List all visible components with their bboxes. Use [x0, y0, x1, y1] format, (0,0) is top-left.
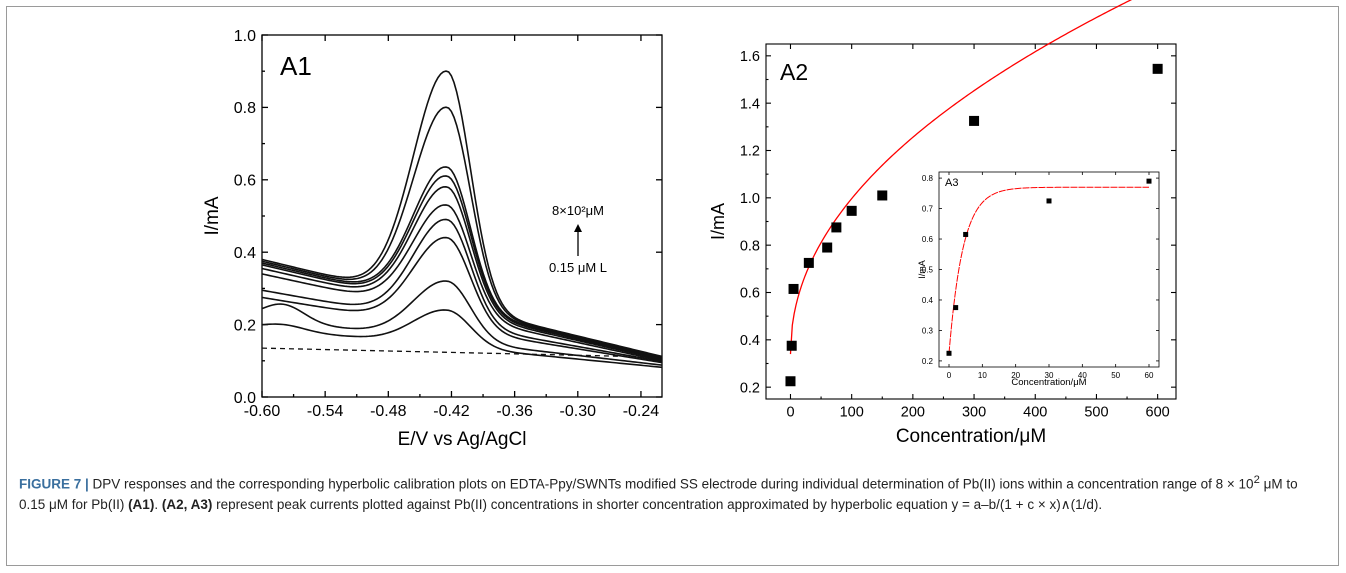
panel-a1: -0.60 -0.54 -0.48 -0.42 -0.36 -0.30 -0.24 0.0 0.… [202, 28, 663, 450]
a2-x-tick-label: 300 [962, 405, 986, 421]
a1-x-axis-title: E/V vs Ag/AgCl [398, 429, 527, 450]
a1-dpv-curve [261, 204, 663, 362]
a2-y-tick-label: 0.6 [740, 286, 760, 302]
caption-superscript: 2 [1253, 474, 1260, 486]
caption-ref-a1: (A1) [128, 496, 155, 512]
a3-y-tick-label: 0.5 [922, 265, 934, 274]
a1-dpv-curve [261, 166, 663, 359]
caption-text-3: . [154, 496, 162, 512]
a3-panel-label: A3 [945, 177, 958, 189]
a1-x-tick-label: -0.60 [244, 403, 281, 420]
caption-text-2: μM to 0.15 μM for Pb(II) [19, 476, 1298, 512]
a3-y-tick-label: 0.2 [922, 357, 934, 366]
a3-x-tick-label: 50 [1111, 371, 1120, 380]
a1-dpv-curve [261, 175, 663, 360]
a2-y-axis-title: I/mA [708, 203, 728, 240]
a2-x-tick-label: 100 [840, 405, 864, 421]
a3-inset-background [916, 165, 1166, 392]
a1-y-tick-label: 0.6 [234, 173, 256, 190]
a3-x-tick-label: 60 [1145, 371, 1154, 380]
a2-x-tick-label: 500 [1084, 405, 1108, 421]
a1-dpv-curve [261, 280, 663, 366]
a2-data-point [788, 283, 799, 294]
a1-y-tick-label: 0.0 [234, 390, 256, 407]
a2-x-tick-label: 200 [901, 405, 925, 421]
a1-y-tick-label: 0.8 [234, 100, 256, 117]
a1-dpv-curve [261, 218, 663, 363]
a1-annotation-arrowhead [574, 224, 582, 232]
figure-caption: FIGURE 7 | DPV responses and the corresp… [19, 470, 1319, 515]
a2-fit-curve [789, 0, 1133, 355]
a3-y-axis-title: I/mA [917, 260, 927, 279]
a1-baseline-dashed [261, 347, 663, 358]
a1-dpv-curve [261, 106, 663, 358]
a1-y-axis-title: I/mA [202, 196, 223, 235]
a1-annotation-bottom: 0.15 μM L [549, 260, 607, 275]
caption-text-4: represent peak currents plotted against … [212, 496, 1103, 512]
a2-data-point [1152, 63, 1163, 74]
a2-x-tick-label: 0 [786, 405, 794, 421]
a3-y-tick-label: 0.6 [922, 235, 934, 244]
caption-text-1: DPV responses and the corresponding hype… [88, 476, 1254, 492]
caption-ref-a2-a3: (A2, A3) [161, 496, 213, 512]
a2-data-point [822, 242, 833, 253]
a1-x-tick-label: -0.54 [307, 403, 344, 420]
a3-data-point [963, 231, 969, 237]
a3-data-point [1146, 178, 1152, 184]
a2-data-point [846, 205, 857, 216]
a2-y-tick-label: 0.8 [740, 238, 760, 254]
a3-x-tick-label: 0 [947, 371, 952, 380]
a1-x-tick-label: -0.42 [433, 403, 470, 420]
a2-y-tick-label: 0.2 [740, 380, 760, 396]
a3-x-axis-title: Concentration/μM [1011, 377, 1086, 388]
a2-data-point [803, 257, 814, 268]
a1-dpv-curve [261, 186, 663, 361]
a3-data-point [946, 350, 952, 356]
a1-y-tick-label: 0.4 [234, 245, 256, 262]
a2-data-point [786, 340, 797, 351]
a2-y-tick-label: 1.6 [740, 49, 760, 65]
a1-y-tick-label: 1.0 [234, 28, 256, 45]
a1-dpv-curve [261, 236, 663, 364]
a3-y-tick-label: 0.3 [922, 326, 934, 335]
figure-label: FIGURE 7 | [19, 476, 89, 492]
panel-a3-inset: 0 10 20 30 40 50 60 0.2 0.3 0.4 0.5 0.6 0.7 0.8 A3 Conc… [916, 165, 1166, 392]
a3-x-tick-label: 40 [1078, 371, 1087, 380]
a3-data-point [953, 305, 959, 311]
panel-a2: 0 100 200 300 400 500 6000.20.40.60.81.01.21.4… [708, 0, 1177, 447]
a1-panel-label: A1 [280, 51, 312, 81]
a2-x-axis-title: Concentration/μM [896, 426, 1046, 447]
a3-y-tick-label: 0.8 [922, 174, 934, 183]
a3-data-point [1046, 198, 1052, 204]
a3-fit-curve [948, 186, 1149, 354]
a3-y-tick-label: 0.4 [922, 296, 934, 305]
a2-x-tick-label: 600 [1146, 405, 1170, 421]
a2-y-tick-label: 0.4 [740, 333, 760, 349]
a2-data-point [969, 115, 980, 126]
a2-y-tick-label: 1.0 [740, 191, 760, 207]
a1-y-tick-label: 0.2 [234, 317, 256, 334]
a3-x-tick-label: 30 [1045, 371, 1054, 380]
a2-data-point [831, 222, 842, 233]
a3-x-tick-label: 10 [978, 371, 987, 380]
a2-x-tick-label: 400 [1023, 405, 1047, 421]
a2-y-tick-label: 1.2 [740, 144, 760, 160]
a1-dpv-curve [261, 70, 663, 358]
a1-x-tick-label: -0.36 [496, 403, 533, 420]
a2-data-point [785, 376, 796, 387]
a3-x-tick-label: 20 [1011, 371, 1020, 380]
a1-annotation-top: 8×10²μM [552, 203, 604, 218]
a2-data-point [877, 190, 888, 201]
a1-x-tick-label: -0.48 [370, 403, 407, 420]
a2-panel-label: A2 [780, 59, 808, 85]
a3-y-tick-label: 0.7 [922, 204, 934, 213]
a2-y-tick-label: 1.4 [740, 96, 760, 112]
a1-x-tick-label: -0.24 [623, 403, 660, 420]
figure-canvas: -0.60 -0.54 -0.48 -0.42 -0.36 -0.30 -0.24 0.0 0.… [202, 0, 1177, 450]
a1-x-tick-label: -0.30 [560, 403, 597, 420]
a1-dpv-curve [261, 309, 663, 369]
